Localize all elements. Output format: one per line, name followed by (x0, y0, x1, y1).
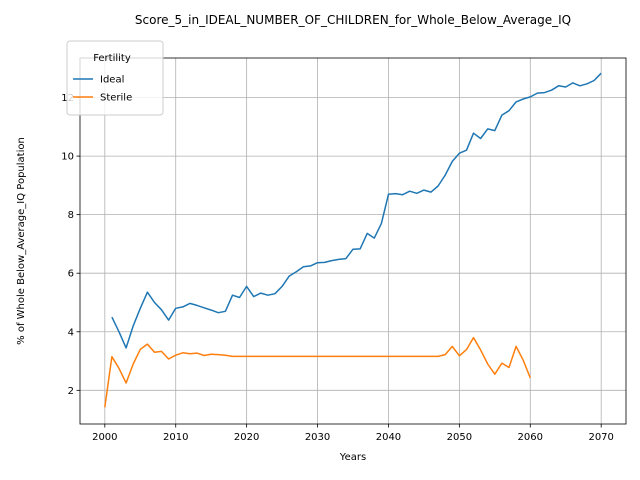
x-tick-label: 2010 (163, 432, 188, 443)
x-tick-label: 2070 (588, 432, 613, 443)
grid-lines (80, 58, 626, 424)
y-tick-label: 10 (61, 152, 74, 163)
series-lines (104, 72, 602, 408)
y-tick-label: 6 (68, 269, 74, 280)
x-axis-label: Years (339, 452, 366, 463)
y-ticks: 24681012 (61, 93, 80, 397)
x-tick-label: 2060 (518, 432, 543, 443)
legend-title: Fertility (93, 53, 131, 64)
x-tick-label: 2040 (376, 432, 401, 443)
x-tick-label: 2050 (447, 432, 472, 443)
legend-label-sterile: Sterile (100, 93, 132, 104)
x-ticks: 2000 2010 2020 2030 2040 2050 2060 2070 (92, 424, 614, 443)
x-tick-label: 2000 (92, 432, 117, 443)
y-tick-label: 2 (68, 386, 74, 397)
chart-title: Score_5_in_IDEAL_NUMBER_OF_CHILDREN_for_… (135, 13, 571, 27)
series-line-ideal (111, 72, 602, 349)
y-axis-label: % of Whole Below_Average_IQ Population (16, 137, 27, 345)
x-tick-label: 2020 (234, 432, 259, 443)
y-tick-label: 4 (68, 327, 74, 338)
legend-label-ideal: Ideal (100, 75, 124, 86)
series-line-sterile (104, 336, 531, 408)
y-tick-label: 8 (68, 210, 74, 221)
legend: Fertility Ideal Sterile (66, 40, 164, 116)
x-tick-label: 2030 (305, 432, 330, 443)
plot-frame (79, 57, 627, 425)
